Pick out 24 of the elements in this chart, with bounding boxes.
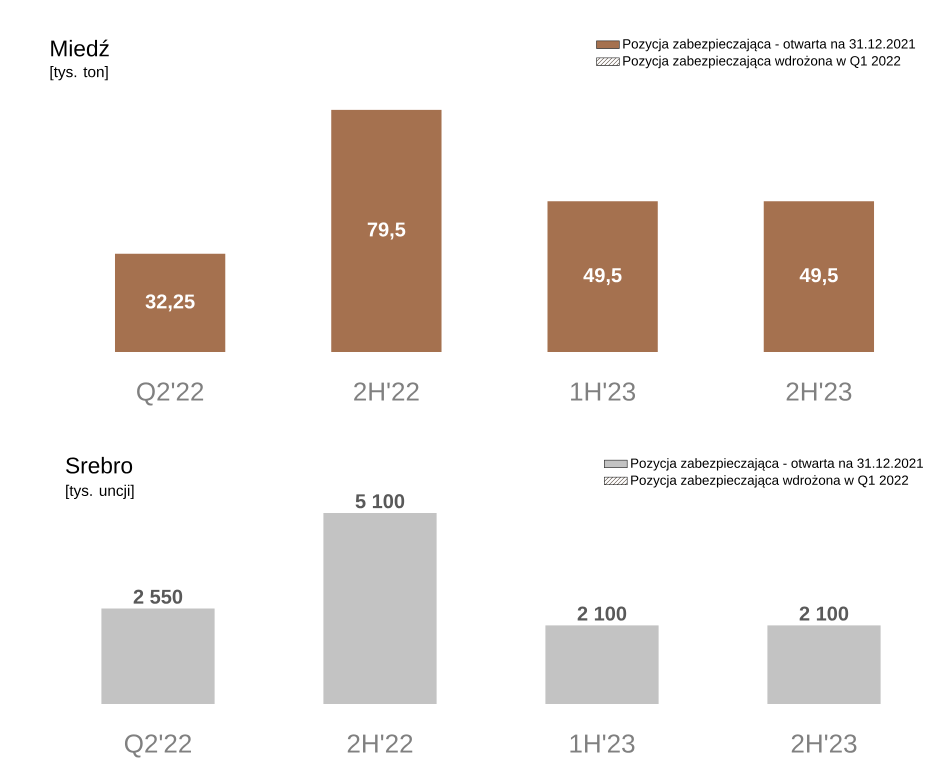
data-label: 32,25 (146, 294, 195, 312)
data-label: 5 100 (356, 494, 404, 508)
data-label: 2 550 (134, 590, 182, 604)
x-tick-label: Q2'22 (137, 382, 204, 406)
data-label: 2 100 (800, 606, 848, 621)
x-tick-label: 2H'23 (786, 382, 852, 401)
legend-label: Pozycja zabezpieczająca wdrożona w Q1 2022 (623, 56, 900, 68)
x-tick-label: Q2'22 (124, 734, 191, 758)
legend-label: Pozycja zabezpieczająca wdrożona w Q1 2022 (631, 475, 908, 488)
data-label: 49,5 (583, 268, 622, 286)
legend-label: Pozycja zabezpieczająca - otwarta na 31.12.2021 (631, 458, 923, 471)
x-tick-label: 2H'22 (354, 382, 419, 401)
y-axis-title: [tys. uncji] (66, 484, 134, 500)
chart-title: Miedź (51, 40, 109, 57)
data-label: 2 100 (578, 606, 626, 621)
legend-label: Pozycja zabezpieczająca - otwarta na 31.12.2021 (623, 38, 916, 52)
data-label: 79,5 (368, 222, 406, 240)
x-tick-label: 2H'23 (792, 734, 856, 753)
chart-title: Srebro (66, 456, 132, 474)
y-axis-title: [tys. ton] (50, 66, 108, 80)
x-tick-label: 2H'22 (348, 734, 412, 753)
data-label: 49,5 (800, 268, 838, 286)
x-tick-label: 1H'23 (571, 382, 636, 401)
x-tick-label: 1H'23 (570, 734, 634, 753)
